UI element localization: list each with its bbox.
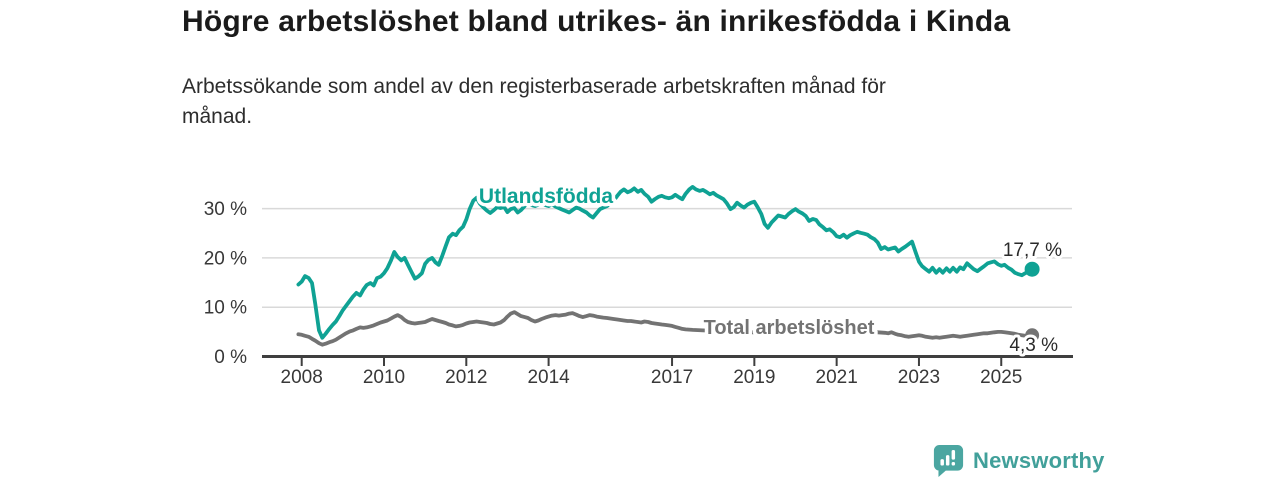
series-label-total: Total arbetslöshet	[704, 317, 875, 339]
series-line-utlandsfodda	[296, 184, 1034, 340]
end-value-label-utlandsfodda: 17,7 %	[1003, 240, 1062, 261]
x-tick-label: 2008	[281, 367, 323, 388]
bar-chart-speech-bubble-icon	[933, 445, 964, 477]
x-tick-label: 2010	[363, 367, 405, 388]
series-end-dot	[1024, 261, 1040, 277]
x-tick-label: 2019	[733, 367, 775, 388]
x-tick-label: 2014	[527, 367, 570, 388]
x-tick-label: 2023	[898, 367, 940, 388]
x-tick-label: 2025	[980, 367, 1022, 388]
y-tick-label: 20 %	[204, 248, 247, 269]
x-tick-label: 2012	[445, 367, 487, 388]
brand-name: Newsworthy	[973, 448, 1105, 473]
y-tick-label: 30 %	[204, 199, 247, 220]
end-value-label-total: 4,3 %	[1009, 335, 1058, 356]
series-end-dot	[1025, 328, 1040, 343]
series-label-utlandsfodda: Utlandsfödda	[479, 185, 613, 208]
x-tick-label: 2017	[651, 367, 693, 388]
y-tick-label: 10 %	[204, 298, 247, 319]
y-tick-label: 0 %	[214, 347, 247, 368]
x-tick-label: 2021	[816, 367, 858, 388]
series-line-total	[296, 310, 1034, 347]
newsworthy-logo-link[interactable]: Newsworthy	[933, 444, 1105, 478]
chart-subtitle: Arbetssökande som andel av den registerb…	[182, 75, 886, 129]
page-title: Högre arbetslöshet bland utrikes- än inr…	[182, 5, 1011, 38]
